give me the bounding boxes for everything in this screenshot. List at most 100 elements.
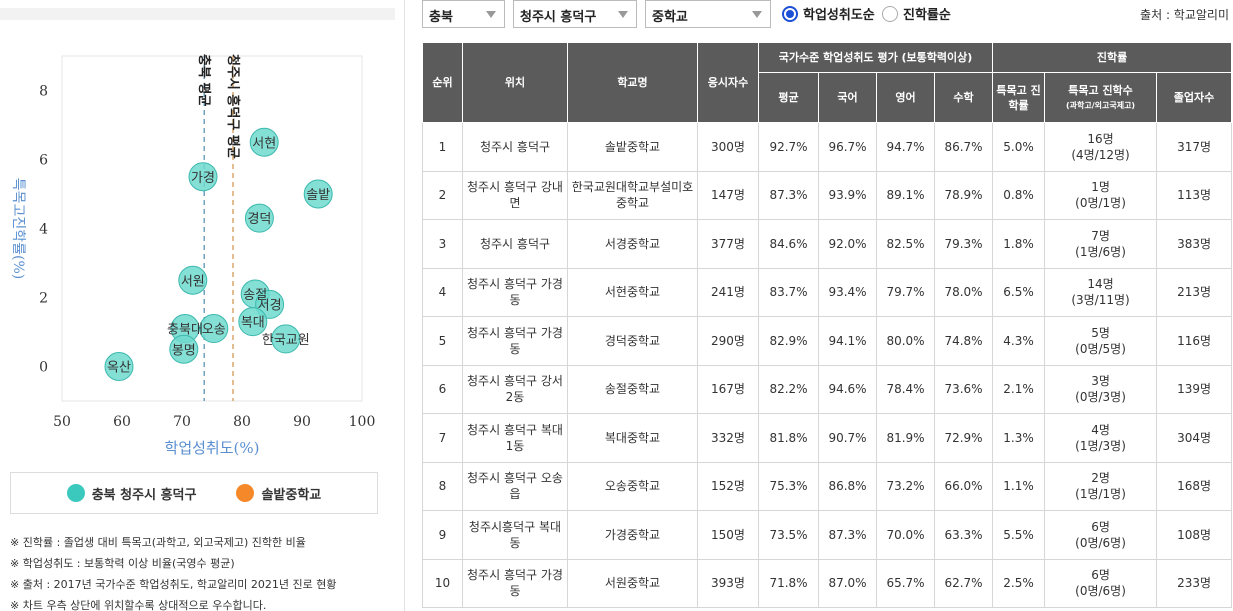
cell-graduates: 108명	[1156, 510, 1233, 560]
x-tick-label: 50	[53, 414, 71, 430]
cell-english: 82.5%	[876, 219, 935, 269]
data-point	[238, 307, 268, 337]
table-row[interactable]: 1 청주시 흥덕구 솔밭중학교 300명 92.7% 96.7% 94.7% 86.7% 5.0…	[422, 122, 1233, 172]
header-special-rate[interactable]: 특목고 진학률	[992, 72, 1046, 123]
data-point	[271, 324, 301, 354]
cell-count: 2명 (1명/1명)	[1044, 461, 1158, 511]
cell-location: 청주시 흥덕구 복대1동	[462, 413, 568, 463]
table-header-row-1: 순위 위치 학교명 응시자수 국가수준 학업성취도 평가 (보통학력이상) 진학…	[422, 42, 1233, 123]
header-graduates[interactable]: 졸업자수	[1156, 72, 1233, 123]
note-source: ※ 출처 : 2017년 국가수준 학업성취도, 학교알리미 2021년 진로 …	[10, 578, 337, 591]
cell-school: 솔밭중학교	[567, 122, 698, 172]
table-row[interactable]: 6 청주시 흥덕구 강서2동 송절중학교 167명 82.2% 94.6% 78.4% 73.…	[422, 364, 1233, 414]
cell-rank: 4	[422, 267, 463, 317]
table-row[interactable]: 7 청주시 흥덕구 복대1동 복대중학교 332명 81.8% 90.7% 81.9% 72.…	[422, 413, 1233, 463]
data-point-label: 충북대	[167, 323, 203, 338]
chart-top-strip	[0, 8, 395, 20]
x-tick-label: 100	[349, 414, 376, 430]
y-tick-label: 6	[39, 153, 48, 169]
cell-school: 서원중학교	[567, 558, 698, 608]
chart-legend: 충북 청주시 흥덕구 솔밭중학교	[10, 472, 378, 514]
cell-count-total: 7명	[1091, 228, 1110, 243]
x-tick-label: 80	[233, 414, 251, 430]
cell-avg: 83.7%	[758, 267, 819, 317]
data-point	[169, 334, 199, 364]
province-select[interactable]: 충북	[422, 0, 505, 28]
cell-rank: 6	[422, 364, 463, 414]
cell-count: 4명 (1명/3명)	[1044, 413, 1158, 463]
school-type-select[interactable]: 중학교	[645, 0, 771, 28]
header-special-count-label: 특목고 진학수	[1068, 83, 1133, 97]
table-row[interactable]: 10 청주시 흥덕구 가경동 서원중학교 393명 71.8% 87.0% 65.7% 62.…	[422, 558, 1233, 608]
cell-rate: 2.1%	[992, 364, 1046, 414]
cell-korean: 90.7%	[818, 413, 877, 463]
legend-item-district[interactable]: 충북 청주시 흥덕구	[66, 484, 196, 503]
cell-count: 7명 (1명/6명)	[1044, 219, 1158, 269]
table-row[interactable]: 3 청주시 흥덕구 서경중학교 377명 84.6% 92.0% 82.5% 79.3% 1.8…	[422, 219, 1233, 269]
cell-english: 80.0%	[876, 316, 935, 366]
school-type-select-value: 중학교	[652, 10, 688, 25]
header-examinees[interactable]: 응시자수	[697, 42, 759, 123]
x-tick-label: 60	[113, 414, 131, 430]
cell-rate: 1.3%	[992, 413, 1046, 463]
header-rank[interactable]: 순위	[422, 42, 463, 123]
legend-item-school[interactable]: 솔밭중학교	[236, 484, 321, 503]
cell-count-detail: (1명/6명)	[1075, 244, 1126, 259]
data-point-label: 서원	[181, 274, 205, 289]
cell-school: 서경중학교	[567, 219, 698, 269]
cell-graduates: 168명	[1156, 461, 1233, 511]
sort-radio-achievement[interactable]: 학업성취도순	[782, 4, 875, 23]
cell-rate: 1.1%	[992, 461, 1046, 511]
y-tick-label: 2	[39, 291, 48, 307]
cell-count-detail: (0명/3명)	[1075, 390, 1126, 405]
note-advance-rate: ※ 진학률 : 졸업생 대비 특목고(과학고, 외고국제고) 진학한 비율	[10, 536, 306, 549]
data-point-label: 경덕	[247, 212, 271, 227]
header-location[interactable]: 위치	[462, 42, 568, 123]
data-point-label: 솔밭	[306, 188, 330, 203]
header-school[interactable]: 학교명	[567, 42, 698, 123]
header-math[interactable]: 수학	[933, 72, 994, 123]
header-avg[interactable]: 평균	[758, 72, 819, 123]
x-tick-label: 90	[293, 414, 311, 430]
y-tick-label: 0	[39, 360, 48, 376]
data-point	[188, 162, 218, 192]
cell-math: 72.9%	[933, 413, 994, 463]
legend-dot-school	[236, 484, 255, 502]
cell-count: 1명 (0명/1명)	[1044, 170, 1158, 220]
district-select-value: 청주시 흥덕구	[520, 10, 597, 25]
y-axis-label: 특목고진학률(%)	[10, 178, 26, 280]
table-row[interactable]: 2 청주시 흥덕구 강내면 한국교원대학교부설미호중학교 147명 87.3% 93.9%…	[422, 170, 1233, 220]
header-english[interactable]: 영어	[876, 72, 935, 123]
data-point	[249, 127, 279, 157]
chevron-down-icon	[752, 11, 762, 18]
header-special-count[interactable]: 특목고 진학수 (과학고/외고국제고)	[1044, 72, 1158, 123]
cell-count-detail: (0명/6명)	[1075, 535, 1126, 550]
cell-korean: 94.1%	[818, 316, 877, 366]
cell-count-total: 4명	[1091, 422, 1110, 437]
cell-rank: 5	[422, 316, 463, 366]
x-tick-label: 70	[173, 414, 191, 430]
header-korean[interactable]: 국어	[818, 72, 877, 123]
cell-count: 5명 (0명/5명)	[1044, 316, 1158, 366]
table-header-row-2: 평균 국어 영어 수학 특목고 진학률 특목고 진학수 (과학고/외고국제고) …	[423, 72, 1233, 123]
data-point-label: 오송	[202, 323, 226, 338]
table-row[interactable]: 5 청주시 흥덕구 가경동 경덕중학교 290명 82.9% 94.1% 80.0% 74.8…	[422, 316, 1233, 366]
cell-english: 94.7%	[876, 122, 935, 172]
table-row[interactable]: 9 청주시흥덕구 복대동 가경중학교 150명 73.5% 87.3% 70.0% 63.3%…	[422, 510, 1233, 560]
sort-radio-advance[interactable]: 진학률순	[882, 4, 951, 23]
table-row[interactable]: 8 청주시 흥덕구 오송읍 오송중학교 152명 75.3% 86.8% 73.2% 66.0…	[422, 461, 1233, 511]
cell-location: 청주시 흥덕구 강서2동	[462, 364, 568, 414]
table-row[interactable]: 4 청주시 흥덕구 가경동 서현중학교 241명 83.7% 93.4% 79.7% 78.0…	[422, 267, 1233, 317]
source-text: 출처 : 학교알리미	[1140, 8, 1229, 22]
cell-rate: 1.8%	[992, 219, 1046, 269]
cell-count-detail: (4명/12명)	[1071, 147, 1130, 162]
cell-rank: 8	[422, 461, 463, 511]
data-point-label: 복대	[241, 316, 265, 331]
cell-location: 청주시 흥덕구 가경동	[462, 558, 568, 608]
district-select[interactable]: 청주시 흥덕구	[513, 0, 637, 28]
data-point	[244, 203, 274, 233]
cell-rate: 2.5%	[992, 558, 1046, 608]
cell-examinees: 377명	[697, 219, 759, 269]
cell-english: 81.9%	[876, 413, 935, 463]
cell-school: 복대중학교	[567, 413, 698, 463]
